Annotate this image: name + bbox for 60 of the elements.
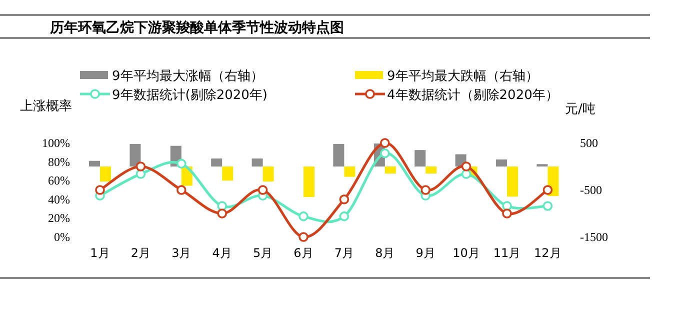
x-tick-label: 11月 bbox=[493, 246, 521, 260]
bar bbox=[333, 144, 344, 166]
point bbox=[298, 211, 308, 222]
point bbox=[298, 232, 308, 242]
bar bbox=[222, 166, 234, 181]
x-tick-label: 6月 bbox=[294, 246, 314, 260]
y2-tick-label: 500 bbox=[580, 136, 598, 150]
bar bbox=[130, 144, 141, 166]
point bbox=[380, 138, 390, 148]
x-tick-label: 3月 bbox=[172, 246, 192, 260]
point bbox=[258, 185, 268, 195]
point bbox=[217, 208, 227, 218]
point bbox=[339, 194, 350, 204]
legend-label: 9年数据统计(剔除2020年) bbox=[112, 88, 268, 103]
point bbox=[502, 208, 512, 218]
bar bbox=[426, 166, 437, 174]
point bbox=[339, 211, 350, 222]
x-tick-label: 10月 bbox=[452, 246, 480, 260]
y2-tick-label: -500 bbox=[580, 183, 602, 197]
y-axis-title: 上涨概率 bbox=[20, 98, 72, 114]
chart-title: 历年环氧乙烷下游聚羧酸单体季节性波动特点图 bbox=[49, 19, 344, 36]
point bbox=[542, 201, 553, 211]
x-tick-label: 4月 bbox=[212, 246, 232, 260]
y-tick-label: 40% bbox=[48, 192, 70, 206]
x-tick-label: 2月 bbox=[130, 246, 151, 260]
x-tick-label: 7月 bbox=[334, 246, 354, 260]
x-tick-label: 12月 bbox=[534, 246, 562, 260]
y-tick-label: 60% bbox=[48, 174, 70, 188]
point bbox=[461, 162, 472, 172]
y2-tick-label: -1500 bbox=[580, 230, 608, 244]
point bbox=[176, 185, 186, 195]
y-tick-label: 100% bbox=[42, 136, 70, 150]
x-tick-label: 9月 bbox=[416, 246, 436, 260]
point bbox=[542, 185, 553, 195]
point bbox=[176, 158, 186, 169]
bar bbox=[252, 158, 263, 166]
y-tick-label: 0% bbox=[54, 230, 70, 244]
legend-label: 9年平均最大跌幅（右轴） bbox=[387, 69, 538, 84]
point bbox=[136, 162, 146, 172]
y-tick-label: 80% bbox=[48, 154, 70, 169]
x-tick-label: 8月 bbox=[375, 246, 395, 260]
legend-label: 9年平均最大涨幅（右轴） bbox=[112, 69, 264, 84]
bar bbox=[262, 166, 274, 182]
bar bbox=[211, 158, 222, 166]
bar bbox=[344, 166, 356, 177]
x-tick-label: 5月 bbox=[252, 246, 273, 260]
x-tick-label: 1月 bbox=[90, 246, 110, 260]
bar bbox=[414, 150, 426, 166]
bar bbox=[507, 166, 518, 197]
bar bbox=[100, 166, 111, 182]
bar bbox=[384, 166, 396, 174]
y2-axis-title: 元/吨 bbox=[565, 102, 596, 117]
bar bbox=[89, 160, 100, 166]
point bbox=[420, 185, 430, 195]
legend-label: 4年数据统计（剔除2020年） bbox=[387, 88, 558, 103]
point bbox=[95, 185, 105, 195]
y-tick-label: 20% bbox=[48, 211, 70, 226]
bar bbox=[304, 166, 314, 198]
point bbox=[380, 148, 390, 158]
bar bbox=[496, 159, 507, 166]
